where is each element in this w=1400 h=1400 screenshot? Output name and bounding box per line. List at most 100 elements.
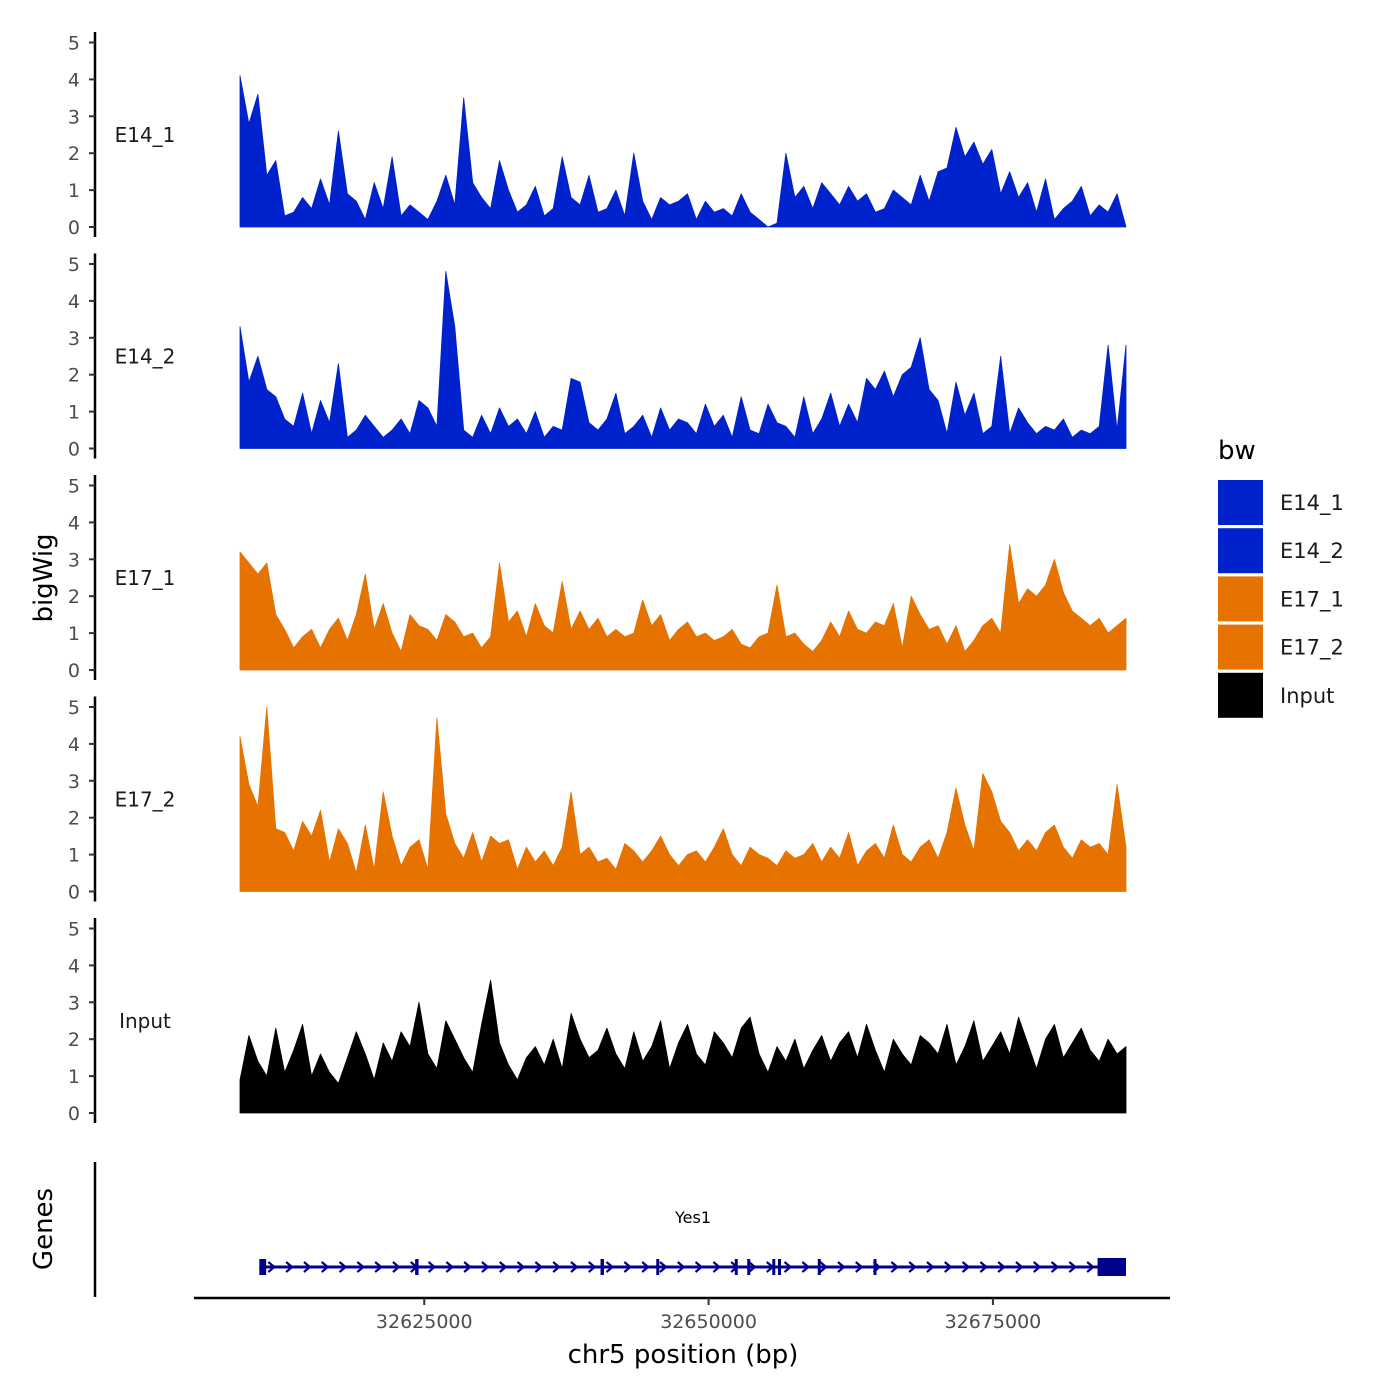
track-label-Input: Input — [119, 1009, 171, 1033]
track-label-E14_1: E14_1 — [115, 123, 176, 147]
strand-arrow — [285, 1261, 294, 1273]
strand-arrow — [855, 1261, 864, 1273]
x-tick-label: 32650000 — [660, 1311, 757, 1333]
y-tick-label: 2 — [68, 808, 80, 830]
area-E14_1 — [239, 75, 1127, 228]
track-Input: 0 1 2 3 4 5 Input — [68, 918, 1127, 1125]
y-tick-label: 5 — [68, 254, 80, 276]
strand-arrow — [605, 1261, 615, 1273]
strand-arrow — [1068, 1261, 1078, 1273]
strand-arrow — [979, 1261, 989, 1273]
y-tick-label: 3 — [68, 549, 80, 571]
strand-arrow — [516, 1261, 526, 1273]
strand-arrow — [338, 1261, 348, 1273]
strand-arrow — [552, 1261, 561, 1273]
strand-arrow — [623, 1261, 633, 1273]
track-E17_1: 0 1 2 3 4 5 E17_1 — [68, 475, 1127, 682]
y-tick-label: 5 — [68, 33, 80, 55]
x-axis-title: chr5 position (bp) — [568, 1340, 799, 1370]
x-tick-label: 32625000 — [376, 1311, 473, 1333]
track-label-E17_1: E17_1 — [115, 566, 176, 590]
strand-arrow — [783, 1261, 793, 1273]
gene-exon — [656, 1259, 660, 1275]
y-tick-label: 2 — [68, 586, 80, 608]
legend: bw E14_1 E14_2 E17_1 E17_2 Input — [1218, 436, 1344, 718]
strand-arrow — [997, 1261, 1006, 1273]
strand-arrow — [463, 1261, 472, 1273]
y-tick-label: 0 — [68, 439, 80, 461]
gene-exon — [817, 1259, 821, 1275]
strand-arrow — [588, 1261, 597, 1273]
y-tick-label: 4 — [68, 291, 80, 313]
area-E17_2 — [239, 706, 1127, 892]
strand-arrow — [961, 1261, 971, 1273]
y-tick-label: 4 — [68, 955, 80, 977]
legend-key-Input — [1218, 672, 1263, 718]
y-tick-label: 5 — [68, 919, 80, 941]
y-tick-label: 0 — [68, 1103, 80, 1125]
strand-arrow — [641, 1261, 650, 1273]
strand-arrow — [1050, 1261, 1060, 1273]
gene-exon — [777, 1259, 781, 1275]
gene-exon — [259, 1259, 267, 1275]
strand-arrow — [321, 1261, 330, 1273]
legend-label-E14_1: E14_1 — [1280, 491, 1344, 516]
legend-label-Input: Input — [1280, 684, 1334, 708]
gene-track-title: Genes — [29, 1188, 59, 1270]
gene-exon — [873, 1259, 877, 1275]
gene-exon — [1097, 1258, 1126, 1276]
y-tick-label: 5 — [68, 697, 80, 719]
legend-label-E14_2: E14_2 — [1280, 539, 1344, 564]
strand-arrow — [267, 1261, 277, 1273]
strand-arrow — [1033, 1261, 1042, 1273]
y-tick-label: 3 — [68, 328, 80, 350]
y-tick-label: 3 — [68, 992, 80, 1014]
strand-arrow — [677, 1261, 686, 1273]
legend-key-E17_2 — [1218, 624, 1263, 670]
strand-arrow — [926, 1261, 935, 1273]
legend-title: bw — [1218, 436, 1256, 466]
y-axis-title: bigWig — [29, 533, 59, 622]
strand-arrow — [694, 1261, 704, 1273]
strand-arrow — [837, 1261, 846, 1273]
track-E14_2: 0 1 2 3 4 5 E14_2 — [68, 253, 1127, 461]
gene-exon — [600, 1259, 604, 1275]
track-label-E17_2: E17_2 — [115, 787, 176, 811]
y-tick-label: 0 — [68, 217, 80, 239]
strand-arrow — [944, 1261, 953, 1273]
area-E14_2 — [239, 271, 1127, 449]
y-tick-label: 4 — [68, 734, 80, 756]
strand-arrow — [445, 1261, 455, 1273]
gene-name-label: Yes1 — [674, 1208, 711, 1227]
strand-arrow — [303, 1261, 312, 1273]
strand-arrow — [712, 1261, 722, 1273]
strand-arrow — [570, 1261, 579, 1273]
strand-arrow — [427, 1261, 437, 1273]
track-E14_1: 0 1 2 3 4 5 E14_1 — [68, 32, 1127, 239]
area-Input — [239, 979, 1127, 1114]
y-tick-label: 3 — [68, 771, 80, 793]
y-tick-label: 3 — [68, 106, 80, 128]
strand-arrow — [908, 1261, 917, 1273]
strand-arrow — [499, 1261, 508, 1273]
gene-exon — [747, 1259, 751, 1275]
y-tick-label: 5 — [68, 476, 80, 498]
area-E17_1 — [239, 544, 1127, 671]
signal-tracks: 0 1 2 3 4 5 E14_1 0 1 2 3 4 5 E14_2 0 1 2 3 4 5 E17_1 0 1 2 3 4 5 E… — [68, 32, 1127, 1125]
track-E17_2: 0 1 2 3 4 5 E17_2 — [68, 696, 1127, 904]
gene-track: Yes1 — [93, 1162, 1126, 1297]
strand-arrow — [659, 1261, 668, 1273]
strand-arrow — [748, 1261, 757, 1273]
x-axis: 32625000 32650000 32675000 — [194, 1296, 1170, 1333]
strand-arrow — [534, 1261, 544, 1273]
track-label-E14_2: E14_2 — [115, 344, 176, 368]
y-tick-label: 0 — [68, 882, 80, 904]
gene-exon — [734, 1259, 738, 1275]
y-tick-label: 2 — [68, 1029, 80, 1051]
legend-label-E17_2: E17_2 — [1280, 636, 1344, 661]
x-tick-label: 32675000 — [945, 1311, 1042, 1333]
strand-arrow — [392, 1261, 401, 1273]
legend-key-E14_1 — [1218, 480, 1263, 525]
strand-arrow — [801, 1261, 811, 1273]
